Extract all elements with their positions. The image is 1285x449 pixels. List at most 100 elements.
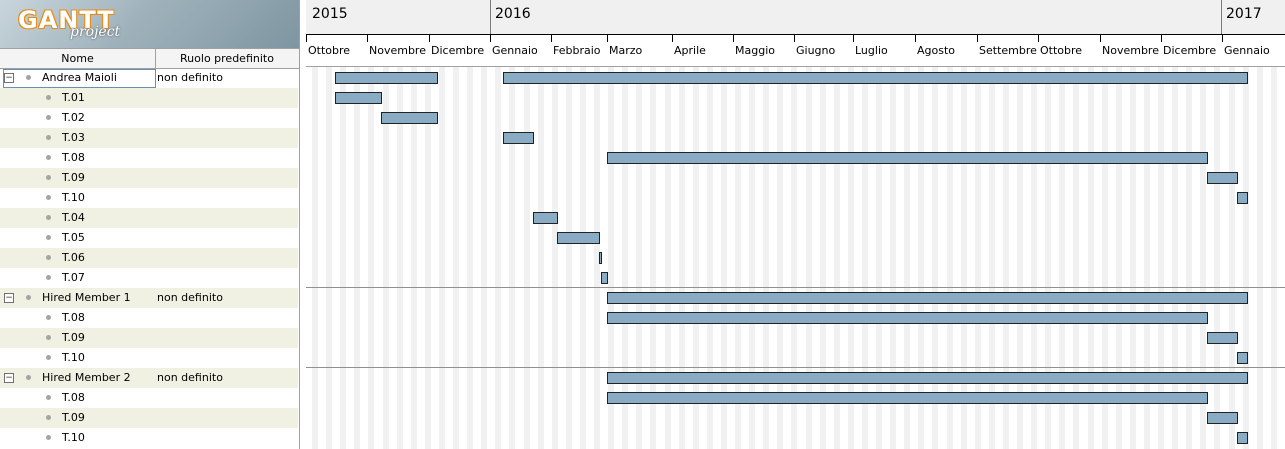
month-tick (794, 35, 795, 42)
assignment-row[interactable]: T.08 (0, 148, 298, 168)
task-bar[interactable] (1207, 412, 1238, 424)
task-bar[interactable] (1207, 172, 1238, 184)
task-name: T.10 (62, 191, 85, 204)
assignment-row[interactable]: T.09 (0, 328, 298, 348)
resource-name: Hired Member 2 (42, 371, 131, 384)
task-bar[interactable] (335, 72, 438, 84)
assignment-row[interactable]: T.03 (0, 128, 298, 148)
task-bar[interactable] (557, 232, 600, 244)
weekend-stripe (523, 67, 530, 449)
assignment-row[interactable]: T.01 (0, 88, 298, 108)
assignment-row[interactable]: T.06 (0, 248, 298, 268)
resource-tree-panel: GANTT project Nome Ruolo predefinito − An… (0, 0, 300, 449)
ganttproject-logo: GANTT project (0, 0, 299, 48)
month-label: Dicembre (431, 44, 485, 57)
month-tick (551, 35, 552, 42)
collapse-icon[interactable]: − (4, 293, 14, 303)
weekend-stripe (354, 67, 361, 449)
month-label: Aprile (674, 44, 706, 57)
assignment-row[interactable]: T.04 (0, 208, 298, 228)
task-icon (46, 195, 51, 200)
weekend-stripe (904, 67, 911, 449)
weekend-stripe (1017, 67, 1023, 449)
assignment-row[interactable]: T.08 (0, 308, 298, 328)
weekend-stripe (763, 67, 770, 449)
weekend-stripe (650, 67, 657, 449)
resource-row[interactable]: − Andrea Maioli non definito (0, 68, 298, 88)
assignment-row[interactable]: T.02 (0, 108, 298, 128)
timeline-months: Ottobre Novembre Dicembre Gennaio Febbraio Ma… (306, 35, 1285, 66)
weekend-stripe (876, 67, 882, 449)
task-bar[interactable] (601, 272, 608, 284)
month-label: Luglio (855, 44, 888, 57)
task-bar[interactable] (607, 292, 1248, 304)
weekend-stripe (453, 67, 459, 449)
weekend-stripe (720, 67, 727, 449)
weekend-stripe (833, 67, 840, 449)
weekend-stripe (974, 67, 981, 449)
month-tick (977, 35, 978, 42)
assignment-row[interactable]: T.07 (0, 268, 298, 288)
collapse-icon[interactable]: − (4, 373, 14, 383)
timeline-years: 2015 2016 2017 (306, 0, 1285, 35)
weekend-stripe (918, 67, 925, 449)
month-label: Dicembre (1163, 44, 1217, 57)
month-tick (853, 35, 854, 42)
gantt-chart[interactable]: 2015 2016 2017 Ottobre Novembre Dicembre Genn… (306, 0, 1285, 449)
task-bar[interactable] (533, 212, 558, 224)
resource-role: non definito (157, 71, 223, 84)
task-name: T.08 (62, 391, 85, 404)
task-bar[interactable] (607, 152, 1208, 164)
assignment-row[interactable]: T.05 (0, 228, 298, 248)
task-icon (46, 135, 51, 140)
assignment-row[interactable]: T.08 (0, 388, 298, 408)
resource-name: Hired Member 1 (42, 291, 131, 304)
collapse-icon[interactable]: − (4, 73, 14, 83)
month-tick (1100, 35, 1101, 42)
weekend-stripe (664, 67, 671, 449)
weekend-stripe (735, 67, 741, 449)
column-header-name[interactable]: Nome (0, 49, 156, 68)
resource-row[interactable]: − Hired Member 1 non definito (0, 288, 298, 308)
task-bar[interactable] (335, 92, 382, 104)
month-label: Ottobre (1040, 44, 1083, 57)
month-tick (733, 35, 734, 42)
task-bar[interactable] (1237, 352, 1248, 364)
task-name: T.08 (62, 151, 85, 164)
assignment-row[interactable]: T.09 (0, 168, 298, 188)
year-tick (490, 0, 491, 34)
weekend-stripe (579, 67, 586, 449)
weekend-stripe (1045, 67, 1052, 449)
task-bar[interactable] (1237, 432, 1248, 444)
assignment-row[interactable]: T.09 (0, 408, 298, 428)
task-bar[interactable] (503, 132, 534, 144)
task-icon (46, 315, 51, 320)
assignment-row[interactable]: T.10 (0, 428, 298, 448)
task-bar[interactable] (1237, 192, 1248, 204)
month-tick (607, 35, 608, 42)
task-bar[interactable] (381, 112, 438, 124)
task-bar[interactable] (607, 312, 1208, 324)
task-name: T.09 (62, 331, 85, 344)
assignment-row[interactable]: T.10 (0, 188, 298, 208)
task-bar[interactable] (607, 392, 1208, 404)
weekend-stripe (1242, 67, 1249, 449)
resource-separator (306, 287, 1285, 288)
task-bar[interactable] (599, 252, 602, 264)
resource-name: Andrea Maioli (42, 71, 117, 84)
task-bar[interactable] (607, 372, 1248, 384)
task-bar[interactable] (1207, 332, 1238, 344)
task-bar[interactable] (503, 72, 1248, 84)
weekend-stripe (340, 67, 347, 449)
task-name: T.01 (62, 91, 85, 104)
resource-row[interactable]: − Hired Member 2 non definito (0, 368, 298, 388)
month-label: Giugno (796, 44, 836, 57)
column-header-role[interactable]: Ruolo predefinito (180, 52, 274, 65)
resource-icon (26, 295, 31, 300)
task-icon (46, 255, 51, 260)
resource-icon (26, 375, 31, 380)
assignment-row[interactable]: T.10 (0, 348, 298, 368)
weekend-stripe (636, 67, 643, 449)
weekend-stripe (509, 67, 516, 449)
weekend-stripe (1115, 67, 1122, 449)
